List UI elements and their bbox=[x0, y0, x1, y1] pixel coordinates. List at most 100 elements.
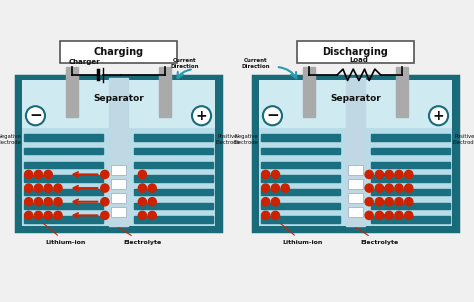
Bar bbox=[346, 78, 365, 226]
Bar bbox=[24, 134, 102, 141]
Circle shape bbox=[405, 170, 413, 178]
Circle shape bbox=[44, 184, 52, 192]
Bar bbox=[372, 216, 450, 223]
Circle shape bbox=[395, 211, 403, 220]
Circle shape bbox=[54, 211, 62, 220]
Circle shape bbox=[26, 106, 45, 125]
Circle shape bbox=[34, 170, 43, 178]
Bar bbox=[348, 193, 363, 203]
Text: Current
Direction: Current Direction bbox=[170, 58, 199, 69]
Text: Positive
Electrode: Positive Electrode bbox=[215, 134, 240, 145]
FancyBboxPatch shape bbox=[22, 80, 215, 226]
Text: Lithium-ion: Lithium-ion bbox=[43, 223, 86, 245]
Bar bbox=[135, 162, 213, 168]
Bar bbox=[261, 134, 339, 141]
Circle shape bbox=[271, 198, 280, 206]
Circle shape bbox=[375, 198, 383, 206]
Text: +: + bbox=[433, 109, 444, 123]
Circle shape bbox=[138, 198, 146, 206]
Circle shape bbox=[148, 184, 156, 192]
Text: −: − bbox=[29, 108, 42, 123]
Circle shape bbox=[375, 184, 383, 192]
Bar bbox=[372, 189, 450, 195]
Bar bbox=[261, 203, 339, 209]
Circle shape bbox=[192, 106, 211, 125]
Circle shape bbox=[25, 170, 33, 178]
Bar bbox=[261, 216, 339, 223]
FancyBboxPatch shape bbox=[16, 76, 221, 231]
Circle shape bbox=[395, 198, 403, 206]
Bar bbox=[303, 67, 315, 117]
Circle shape bbox=[262, 170, 270, 178]
FancyBboxPatch shape bbox=[259, 80, 452, 226]
Circle shape bbox=[405, 211, 413, 220]
Text: Charger: Charger bbox=[69, 59, 100, 65]
Bar bbox=[24, 148, 102, 154]
Text: Current
Direction: Current Direction bbox=[241, 58, 270, 69]
Bar bbox=[348, 207, 363, 217]
Circle shape bbox=[365, 184, 373, 192]
Bar bbox=[261, 162, 339, 168]
Bar bbox=[109, 78, 128, 226]
Circle shape bbox=[101, 170, 109, 178]
Circle shape bbox=[25, 198, 33, 206]
Text: Electrolyte: Electrolyte bbox=[356, 227, 398, 245]
Circle shape bbox=[44, 170, 52, 178]
Circle shape bbox=[44, 198, 52, 206]
Bar bbox=[111, 207, 126, 217]
Bar bbox=[24, 203, 102, 209]
Text: Lithium-ion: Lithium-ion bbox=[280, 223, 323, 245]
Circle shape bbox=[365, 198, 373, 206]
Circle shape bbox=[281, 184, 289, 192]
Circle shape bbox=[34, 184, 43, 192]
Circle shape bbox=[101, 211, 109, 220]
Circle shape bbox=[25, 211, 33, 220]
Bar bbox=[372, 203, 450, 209]
Bar bbox=[24, 175, 102, 182]
Bar bbox=[66, 67, 78, 117]
Circle shape bbox=[34, 211, 43, 220]
Bar bbox=[348, 165, 363, 175]
Circle shape bbox=[365, 211, 373, 220]
Text: Separator: Separator bbox=[330, 94, 381, 103]
Bar bbox=[261, 148, 339, 154]
Text: −: − bbox=[266, 108, 279, 123]
Bar bbox=[135, 134, 213, 141]
FancyBboxPatch shape bbox=[298, 41, 413, 63]
Circle shape bbox=[271, 184, 280, 192]
Circle shape bbox=[148, 198, 156, 206]
Circle shape bbox=[101, 198, 109, 206]
Circle shape bbox=[271, 211, 280, 220]
Bar bbox=[348, 179, 363, 188]
Text: Charging: Charging bbox=[93, 47, 144, 57]
Text: Positive
Electrode: Positive Electrode bbox=[452, 134, 474, 145]
Bar bbox=[261, 175, 339, 182]
Bar bbox=[135, 148, 213, 154]
Bar bbox=[372, 162, 450, 168]
FancyBboxPatch shape bbox=[259, 80, 452, 128]
Bar bbox=[24, 216, 102, 223]
Text: Separator: Separator bbox=[93, 94, 144, 103]
Circle shape bbox=[405, 198, 413, 206]
Text: +: + bbox=[196, 109, 207, 123]
Text: Load: Load bbox=[349, 57, 368, 63]
Bar bbox=[111, 179, 126, 188]
Circle shape bbox=[395, 184, 403, 192]
FancyBboxPatch shape bbox=[22, 80, 215, 128]
Bar bbox=[261, 189, 339, 195]
Circle shape bbox=[263, 106, 282, 125]
Circle shape bbox=[138, 211, 146, 220]
Bar bbox=[24, 189, 102, 195]
Circle shape bbox=[54, 184, 62, 192]
Circle shape bbox=[375, 170, 383, 178]
Bar bbox=[396, 67, 408, 117]
Circle shape bbox=[385, 211, 393, 220]
Text: Discharging: Discharging bbox=[323, 47, 388, 57]
Bar bbox=[135, 216, 213, 223]
Bar bbox=[24, 162, 102, 168]
Bar bbox=[135, 189, 213, 195]
Bar bbox=[135, 175, 213, 182]
Circle shape bbox=[405, 184, 413, 192]
Circle shape bbox=[25, 184, 33, 192]
Circle shape bbox=[148, 211, 156, 220]
